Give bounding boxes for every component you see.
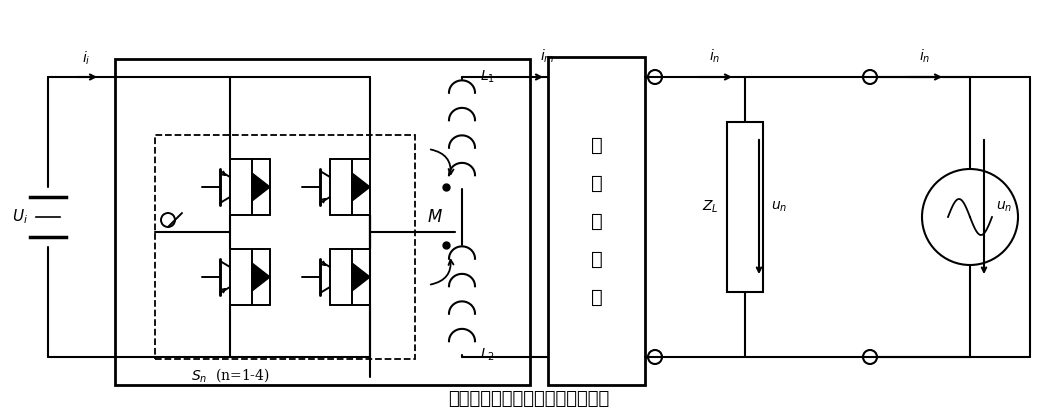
Text: 器: 器 xyxy=(590,287,602,306)
Text: $i_m$: $i_m$ xyxy=(540,48,554,65)
Bar xyxy=(156,135,415,359)
Text: $L_2$: $L_2$ xyxy=(480,347,495,363)
Polygon shape xyxy=(252,263,270,291)
Bar xyxy=(115,59,530,385)
Text: 单: 单 xyxy=(590,136,602,155)
Polygon shape xyxy=(352,173,370,201)
Text: $u_n$: $u_n$ xyxy=(996,200,1013,214)
Polygon shape xyxy=(252,173,270,201)
Text: $U_i$: $U_i$ xyxy=(12,208,28,226)
Text: $S_n$  (n=1-4): $S_n$ (n=1-4) xyxy=(190,366,270,384)
Polygon shape xyxy=(352,263,370,291)
Text: $Z_L$: $Z_L$ xyxy=(703,199,719,215)
Text: $i_i$: $i_i$ xyxy=(81,50,90,67)
Text: $i_n$: $i_n$ xyxy=(709,48,720,65)
Text: $M$: $M$ xyxy=(427,208,443,226)
Text: 波: 波 xyxy=(590,249,602,269)
Text: 滤: 滤 xyxy=(590,211,602,231)
Bar xyxy=(727,122,763,292)
Text: 相: 相 xyxy=(590,173,602,193)
Text: $i_n$: $i_n$ xyxy=(919,48,931,65)
Bar xyxy=(548,57,645,385)
Text: 具有磁耦合储能电感的单相逆变桥: 具有磁耦合储能电感的单相逆变桥 xyxy=(449,390,609,408)
Text: $L_1$: $L_1$ xyxy=(480,69,495,85)
Text: $u_n$: $u_n$ xyxy=(771,200,787,214)
